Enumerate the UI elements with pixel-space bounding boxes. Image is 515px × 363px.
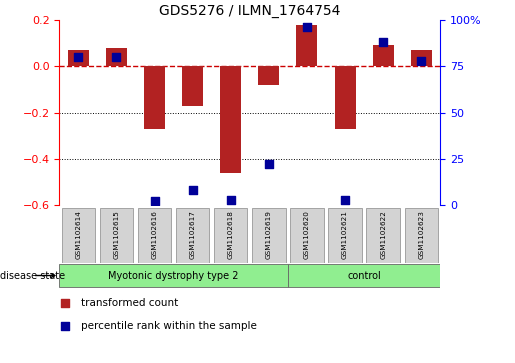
Bar: [366, 208, 400, 262]
Bar: [411, 50, 432, 66]
Bar: [288, 264, 440, 287]
Point: [61, 300, 69, 306]
Bar: [252, 208, 286, 262]
Text: control: control: [347, 270, 381, 281]
Text: GSM1102622: GSM1102622: [380, 211, 386, 260]
Point: [379, 39, 387, 45]
Point: [303, 24, 311, 30]
Bar: [220, 66, 241, 173]
Bar: [68, 50, 89, 66]
Bar: [106, 48, 127, 66]
Text: Myotonic dystrophy type 2: Myotonic dystrophy type 2: [108, 270, 239, 281]
Text: percentile rank within the sample: percentile rank within the sample: [81, 322, 257, 331]
Text: transformed count: transformed count: [81, 298, 178, 308]
Text: GSM1102621: GSM1102621: [342, 211, 348, 260]
Point: [112, 54, 121, 60]
Point: [227, 197, 235, 203]
Bar: [99, 208, 133, 262]
Text: GSM1102615: GSM1102615: [113, 211, 119, 260]
Text: GSM1102620: GSM1102620: [304, 211, 310, 260]
Point: [74, 54, 82, 60]
Text: GSM1102623: GSM1102623: [418, 211, 424, 260]
Bar: [182, 66, 203, 106]
Bar: [297, 25, 317, 66]
Bar: [138, 208, 171, 262]
Bar: [328, 208, 362, 262]
Bar: [290, 208, 324, 262]
Text: disease state: disease state: [0, 270, 65, 281]
Text: GSM1102614: GSM1102614: [75, 211, 81, 260]
Title: GDS5276 / ILMN_1764754: GDS5276 / ILMN_1764754: [159, 4, 340, 17]
Text: GSM1102619: GSM1102619: [266, 211, 272, 260]
Text: GSM1102617: GSM1102617: [190, 211, 196, 260]
Point: [265, 162, 273, 167]
Text: GSM1102616: GSM1102616: [151, 211, 158, 260]
Bar: [176, 208, 210, 262]
Point: [341, 197, 349, 203]
Text: GSM1102618: GSM1102618: [228, 211, 234, 260]
Point: [188, 187, 197, 193]
Bar: [144, 66, 165, 129]
Bar: [59, 264, 288, 287]
Bar: [259, 66, 279, 85]
Bar: [61, 208, 95, 262]
Bar: [373, 45, 393, 66]
Point: [150, 199, 159, 204]
Bar: [404, 208, 438, 262]
Point: [61, 323, 69, 329]
Bar: [214, 208, 248, 262]
Point: [417, 58, 425, 64]
Bar: [335, 66, 355, 129]
